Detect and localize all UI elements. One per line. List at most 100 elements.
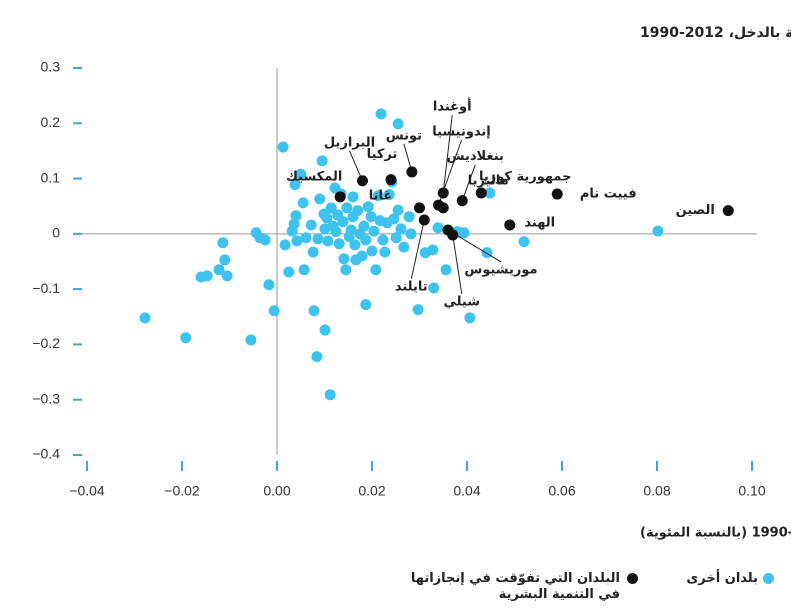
point xyxy=(440,264,452,276)
point xyxy=(322,235,334,247)
point xyxy=(319,324,331,336)
point xyxy=(375,108,387,120)
point xyxy=(338,253,350,265)
point xyxy=(277,141,289,153)
leader-line xyxy=(438,139,462,206)
y-tick-label: −0.4 xyxy=(32,446,60,462)
point xyxy=(403,211,415,223)
leader-line xyxy=(410,219,425,280)
x-tick-label: 0.04 xyxy=(453,483,480,499)
y-tick-label: 0.2 xyxy=(41,114,61,130)
point xyxy=(464,312,476,324)
point xyxy=(412,304,424,316)
point xyxy=(405,228,417,240)
leader-line xyxy=(452,234,463,295)
point xyxy=(279,239,291,251)
point xyxy=(504,219,516,231)
x-tick-label: 0.02 xyxy=(358,483,385,499)
point xyxy=(385,174,397,186)
point xyxy=(314,193,326,205)
point xyxy=(722,205,734,217)
point xyxy=(484,187,496,199)
point xyxy=(217,237,229,249)
y-tick-label: 0.3 xyxy=(41,59,61,75)
point xyxy=(288,218,300,230)
point xyxy=(297,197,309,209)
point xyxy=(390,232,402,244)
point xyxy=(366,245,378,257)
point xyxy=(458,227,470,239)
point xyxy=(308,305,320,317)
point-label: موريشيوس xyxy=(464,262,537,277)
point xyxy=(428,282,440,294)
point xyxy=(245,334,257,346)
point-label: المكسيك xyxy=(286,169,342,184)
x-tick-label: 0.08 xyxy=(643,483,670,499)
point xyxy=(551,188,563,200)
point xyxy=(398,241,410,253)
point-label: بنغلاديش xyxy=(447,149,504,164)
point xyxy=(370,264,382,276)
point xyxy=(330,226,342,238)
point xyxy=(312,233,324,245)
point xyxy=(475,187,487,199)
x-axis-label: نمو نصيب الفرد من الدخل القومي الإجمالي،… xyxy=(640,526,791,541)
point xyxy=(213,264,225,276)
point xyxy=(395,223,407,235)
point-label: فييت نام xyxy=(580,187,637,202)
point xyxy=(290,210,302,222)
point xyxy=(340,264,352,276)
point xyxy=(447,229,459,241)
legend-swatch xyxy=(627,573,638,584)
point xyxy=(316,155,328,167)
point-label: غانا xyxy=(369,188,393,203)
point xyxy=(334,191,346,203)
point-label: الهند xyxy=(524,216,555,231)
point-label: البرازيل xyxy=(324,135,375,150)
point-label: إندونيسيا xyxy=(432,125,491,140)
point xyxy=(219,254,231,266)
point-label: تايلند xyxy=(395,280,428,295)
point xyxy=(295,168,307,180)
point-label: أوغندا xyxy=(433,97,472,114)
point xyxy=(311,351,323,363)
point xyxy=(652,225,664,237)
leader-line xyxy=(442,114,453,194)
point xyxy=(324,389,336,401)
point-label: تونس xyxy=(386,128,422,143)
chart-title: الاختلاف عن الأداء المتوقّع في أبعاد الت… xyxy=(640,23,791,41)
point-label: ماليزيا xyxy=(468,173,509,188)
point xyxy=(259,234,271,246)
y-tick-label: −0.2 xyxy=(32,335,60,351)
point xyxy=(180,332,192,344)
point xyxy=(372,190,384,202)
point xyxy=(347,191,359,203)
y-tick-label: −0.3 xyxy=(32,390,60,406)
point xyxy=(283,266,295,278)
point-label: جمهورية كوريا xyxy=(479,169,572,184)
legend-label: بلدان أخرى xyxy=(686,571,758,586)
point xyxy=(481,247,493,259)
x-tick-label: −0.04 xyxy=(69,483,105,499)
x-tick-label: −0.02 xyxy=(164,483,200,499)
point-label: تركيا xyxy=(367,147,398,162)
point-label: الصين xyxy=(676,203,715,218)
point xyxy=(432,222,444,234)
point xyxy=(291,235,303,247)
point xyxy=(418,214,430,226)
point xyxy=(298,264,310,276)
point xyxy=(437,202,449,214)
point xyxy=(263,279,275,291)
point xyxy=(289,179,301,191)
point xyxy=(341,202,353,214)
legend-swatch xyxy=(763,573,774,584)
point xyxy=(321,212,333,224)
point xyxy=(139,312,151,324)
x-tick-label: 0.00 xyxy=(263,483,290,499)
point xyxy=(349,239,361,251)
point xyxy=(360,299,372,311)
point xyxy=(427,244,439,256)
point xyxy=(379,246,391,258)
y-tick-label: 0.1 xyxy=(41,169,61,185)
